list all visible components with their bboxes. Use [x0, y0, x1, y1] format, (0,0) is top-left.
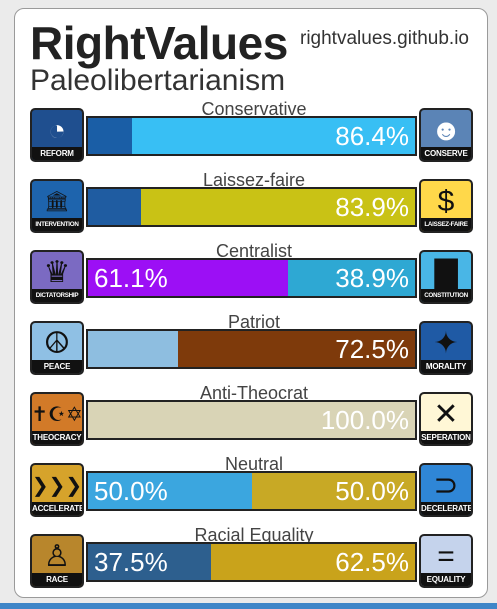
bar-percent-right: 72.5%: [335, 333, 409, 364]
bar-segment-left: [88, 189, 141, 225]
person-icon: ♙ RACE: [30, 534, 84, 588]
compass-icon: ✦ MORALITY: [419, 321, 473, 375]
fast-forward-icon-glyph: ❯❯❯: [31, 475, 83, 497]
axis-bar: 50.0% 50.0%: [86, 471, 417, 511]
axis-row: Racial Equality ♙ RACE = EQUALITY 37.5% 62.5%: [0, 525, 497, 597]
axis-label: Neutral: [224, 454, 284, 474]
bar-segment-right: [252, 473, 415, 509]
icon-caption: REFORM: [32, 147, 82, 160]
bar-segment-right: [288, 260, 415, 296]
religion-icon: ✝☪✡ THEOCRACY: [30, 392, 84, 446]
conserve-icon: ☻ CONSERVE: [419, 108, 473, 162]
equals-icon-glyph: =: [437, 540, 455, 573]
icon-caption: CONSERVE: [421, 147, 471, 160]
bar-segment-left: [88, 544, 211, 580]
ballot-box-icon-glyph: ▇: [434, 256, 458, 289]
reform-icon-glyph: ◔: [47, 114, 67, 147]
compass-icon-glyph: ✦: [433, 327, 459, 360]
bar-percent-left: 61.1%: [94, 262, 168, 293]
icon-caption: MORALITY: [421, 360, 471, 373]
axis-row: Anti-Theocrat ✝☪✡ THEOCRACY ✕ SEPERATION 100.…: [0, 383, 497, 455]
bar-segment-left: [88, 260, 288, 296]
ideology-result: Paleolibertarianism: [30, 64, 286, 97]
bottom-accent-line: [0, 603, 497, 609]
crown-icon: ♛ DICTATORSHIP: [30, 250, 84, 304]
bar-percent-right: 86.4%: [335, 120, 409, 151]
axis-label: Conservative: [201, 99, 307, 119]
u-turn-icon-glyph: ⊃: [433, 469, 459, 502]
bar-percent-right: 83.9%: [335, 191, 409, 222]
bar-segment-right: [88, 402, 415, 438]
axis-row: Laissez-faire 🏛 INTERVENTION $ LAISSEZ-FAIRE…: [0, 170, 497, 242]
axis-bar: 37.5% 62.5%: [86, 542, 417, 582]
fast-forward-icon: ❯❯❯ ACCELERATE: [30, 463, 84, 517]
bar-percent-left: 37.5%: [94, 546, 168, 577]
axis-row: Centralist ♛ DICTATORSHIP ▇ CONSTITUTION 61.1…: [0, 241, 497, 313]
axis-bar: 100.0%: [86, 400, 417, 440]
icon-caption: DECELERATE: [421, 502, 473, 515]
x-icon: ✕ SEPERATION: [419, 392, 473, 446]
bar-percent-right: 50.0%: [335, 475, 409, 506]
bar-percent-left: 50.0%: [94, 475, 168, 506]
axis-label: Centralist: [215, 241, 293, 261]
bar-percent-right: 62.5%: [335, 546, 409, 577]
axis-label: Laissez-faire: [202, 170, 306, 190]
icon-caption: SEPERATION: [421, 431, 471, 444]
bank-icon-glyph: 🏛: [44, 191, 70, 213]
equals-icon: = EQUALITY: [419, 534, 473, 588]
icon-caption: INTERVENTION: [32, 218, 82, 231]
conserve-icon-glyph: ☻: [430, 114, 462, 147]
bar-segment-right: [141, 189, 415, 225]
axis-row: Conservative ◔ REFORM ☻ CONSERVE 86.4%: [0, 99, 497, 171]
u-turn-icon: ⊃ DECELERATE: [419, 463, 473, 517]
axis-bar: 83.9%: [86, 187, 417, 227]
dollar-icon-glyph: $: [437, 185, 455, 218]
icon-caption: DICTATORSHIP: [32, 289, 82, 302]
bank-icon: 🏛 INTERVENTION: [30, 179, 84, 233]
dollar-icon: $ LAISSEZ-FAIRE: [419, 179, 473, 233]
x-icon-glyph: ✕: [433, 398, 459, 431]
axis-bar: 86.4%: [86, 116, 417, 156]
ballot-box-icon: ▇ CONSTITUTION: [419, 250, 473, 304]
icon-caption: THEOCRACY: [32, 431, 82, 444]
icon-caption: LAISSEZ-FAIRE: [421, 218, 471, 231]
person-icon-glyph: ♙: [43, 540, 71, 573]
axis-bar: 61.1% 38.9%: [86, 258, 417, 298]
peace-icon: ☮ PEACE: [30, 321, 84, 375]
crown-icon-glyph: ♛: [43, 256, 71, 289]
bar-segment-left: [88, 118, 132, 154]
app-title: RightValues: [30, 17, 288, 69]
bar-segment-left: [88, 473, 252, 509]
bar-segment-left: [88, 331, 178, 367]
bar-segment-right: [211, 544, 415, 580]
axis-label: Racial Equality: [194, 525, 314, 545]
icon-caption: PEACE: [32, 360, 82, 373]
reform-icon: ◔ REFORM: [30, 108, 84, 162]
site-url[interactable]: rightvalues.github.io: [300, 28, 469, 49]
icon-caption: CONSTITUTION: [421, 289, 471, 302]
peace-icon-glyph: ☮: [43, 327, 71, 360]
axis-row: Patriot ☮ PEACE ✦ MORALITY 72.5%: [0, 312, 497, 384]
icon-caption: RACE: [32, 573, 82, 586]
bar-percent-right: 100.0%: [320, 404, 409, 435]
religion-icon-glyph: ✝☪✡: [31, 404, 83, 426]
axis-label: Patriot: [227, 312, 281, 332]
axis-row: Neutral ❯❯❯ ACCELERATE ⊃ DECELERATE 50.0% 50.0…: [0, 454, 497, 526]
axis-bar: 72.5%: [86, 329, 417, 369]
bar-segment-right: [132, 118, 415, 154]
axis-label: Anti-Theocrat: [199, 383, 309, 403]
bar-segment-right: [178, 331, 415, 367]
bar-percent-right: 38.9%: [335, 262, 409, 293]
icon-caption: EQUALITY: [421, 573, 471, 586]
icon-caption: ACCELERATE: [32, 502, 84, 515]
